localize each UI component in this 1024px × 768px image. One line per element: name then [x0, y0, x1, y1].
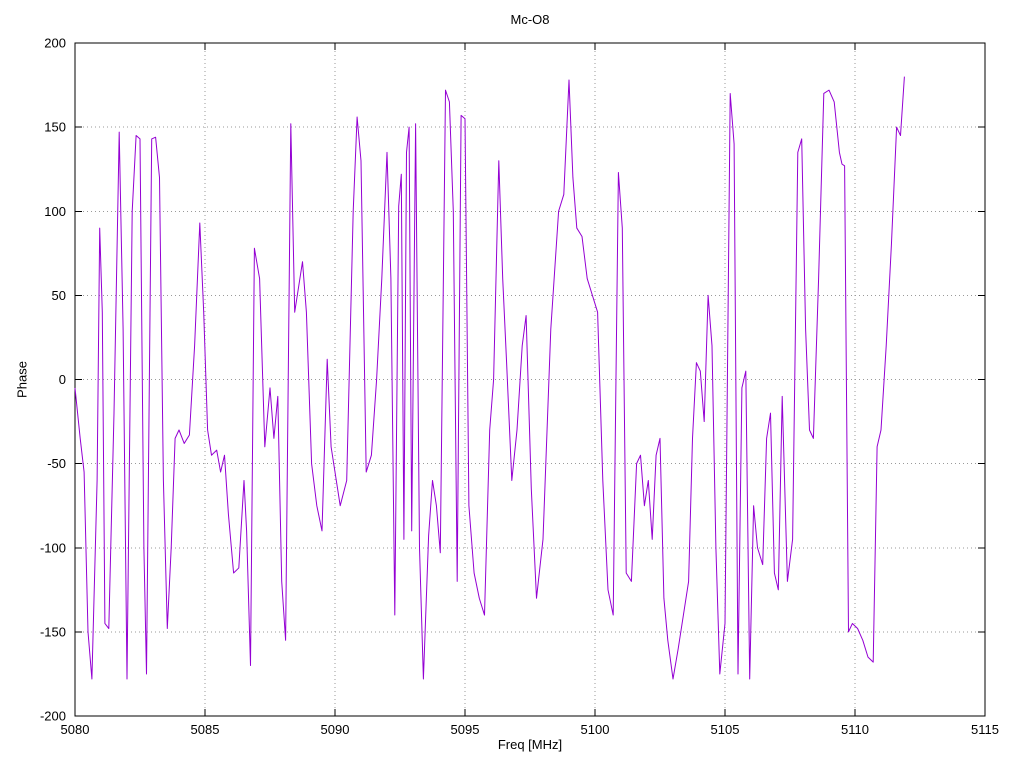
chart-title: Mc-O8: [510, 12, 550, 27]
y-tick-label: 50: [52, 288, 66, 303]
y-tick-label: 200: [44, 36, 66, 51]
x-tick-label: 5085: [191, 722, 220, 737]
x-tick-label: 5095: [451, 722, 480, 737]
x-tick-label: 5080: [61, 722, 90, 737]
plot-border: [74, 42, 986, 717]
y-tick-label: -50: [47, 456, 66, 471]
x-tick-label: 5100: [581, 722, 610, 737]
y-tick-label: 0: [59, 372, 66, 387]
x-tick-label: 5105: [711, 722, 740, 737]
y-tick-label: 100: [44, 204, 66, 219]
x-tick-label: 5115: [971, 722, 999, 737]
y-tick-label: -200: [40, 709, 66, 724]
y-tick-label: -100: [40, 540, 66, 555]
phase-series-line: [74, 76, 905, 680]
x-axis-label: Freq [MHz]: [497, 737, 563, 752]
y-tick-label: -150: [40, 624, 66, 639]
x-tick-label: 5090: [321, 722, 350, 737]
x-tick-label: 5110: [841, 722, 869, 737]
y-tick-label: 150: [44, 120, 66, 135]
